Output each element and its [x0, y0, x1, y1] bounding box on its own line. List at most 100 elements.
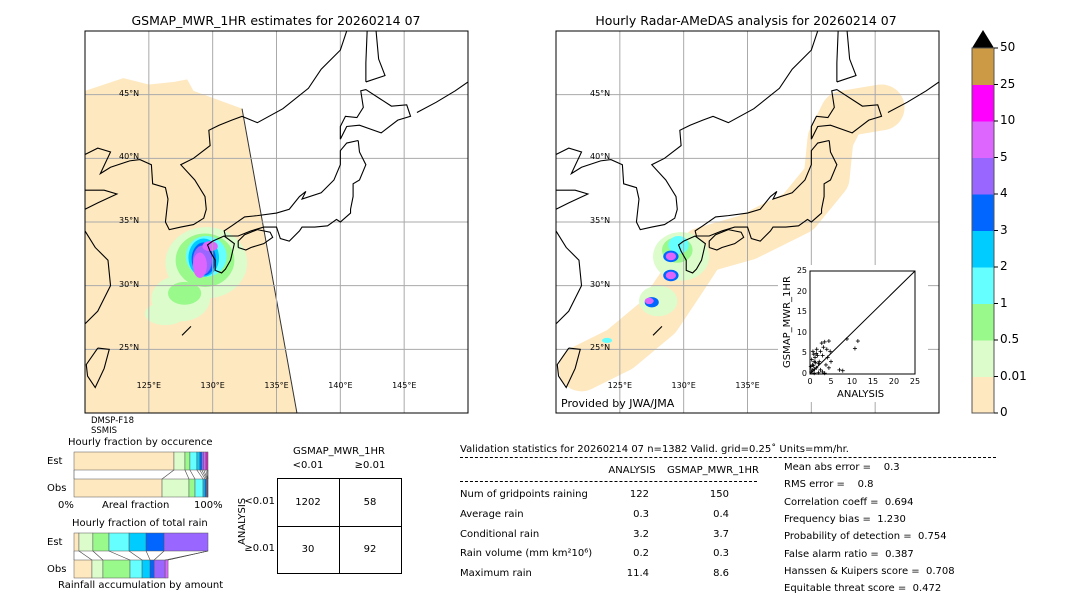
scatter-point: [855, 339, 860, 344]
total-rain-est-segment: [78, 532, 94, 552]
total-rain-est-segment: [73, 532, 80, 552]
scatter-xlabel: ANALYSIS: [837, 389, 885, 400]
occurrence-est-segment: [207, 451, 209, 471]
scatter-point: [816, 361, 821, 366]
score-line: Correlation coeff = 0.694: [784, 496, 914, 508]
stats-row-gsmap: 3.7: [713, 529, 729, 540]
scatter-point: [828, 349, 833, 354]
occurrence-est-segment: [203, 451, 207, 471]
scatter-point: [813, 355, 818, 360]
sensor-label: DMSP-F18 SSMIS: [91, 416, 134, 436]
coastline-ryukyu: [653, 326, 662, 335]
colorbar-label: 5: [1000, 149, 1008, 164]
rain-area: [167, 281, 202, 305]
scatter-point: [812, 367, 817, 372]
coastline-taiwan: [557, 348, 580, 387]
occurrence-title: Hourly fraction by occurence: [68, 437, 213, 448]
coastline-shandong: [85, 190, 117, 209]
coastline-shikoku: [709, 230, 743, 250]
coastline-honshu: [224, 141, 366, 242]
occurrence-est-segment: [189, 451, 198, 471]
scatter-point: [822, 371, 827, 376]
coastline-shandong: [556, 190, 588, 209]
stats-row-label: Rain volume (mm km²10⁶): [460, 548, 593, 559]
scatter-ytick: 10: [796, 327, 807, 337]
stats-col-analysis: ANALYSIS: [608, 465, 656, 476]
scatter-ytick: 5: [801, 348, 807, 358]
occurrence-connector: [199, 469, 206, 480]
occurrence-connector: [196, 469, 204, 480]
occurrence-est-segment: [73, 451, 175, 471]
scatter-point: [809, 357, 814, 362]
total-rain-obs-segment: [164, 559, 169, 579]
total-rain-obs-segment: [73, 559, 93, 579]
stats-divider: [460, 481, 757, 482]
scatter-point: [814, 347, 819, 352]
colorbar-label: 0.01: [1000, 368, 1027, 383]
contingency-row-2: ≥0.01: [244, 543, 275, 554]
occurrence-x-left: 0%: [58, 500, 74, 511]
total-rain-est-segment: [108, 532, 130, 552]
total-rain-connector: [78, 550, 93, 561]
scatter-point: [826, 365, 831, 370]
occurrence-obs-segment: [194, 478, 204, 498]
scatter-point: [811, 352, 816, 357]
lon-label: 135°E: [264, 381, 289, 390]
coastline-sakhalin: [366, 31, 385, 82]
occurrence-est-segment: [196, 451, 201, 471]
lon-label: 130°E: [200, 381, 225, 390]
scatter-point: [811, 363, 816, 368]
scatter-point: [815, 353, 820, 358]
cell-a: 1202: [295, 497, 321, 508]
stats-row-analysis: 122: [629, 489, 649, 500]
cell-b: 58: [363, 497, 377, 508]
cell-c: 30: [301, 544, 315, 555]
stats-row-label: Num of gridpoints raining: [460, 489, 588, 500]
lon-label: 145°E: [392, 381, 417, 390]
total-rain-est-segment: [145, 532, 165, 552]
occurrence-row-obs: Obs: [47, 483, 67, 494]
sensor-line-1: DMSP-F18: [91, 416, 134, 426]
colorbar-label: 50: [1000, 40, 1016, 54]
lon-label: 140°E: [328, 381, 353, 390]
lat-label: 40°N: [119, 152, 140, 162]
scatter-point: [809, 369, 814, 374]
colorbar-label: 4: [1000, 186, 1008, 200]
colorbar-segment: [972, 340, 994, 377]
contingency-col-1: <0.01: [292, 460, 324, 471]
total-rain-connector: [92, 550, 104, 561]
colorbar-extend-triangle: [972, 30, 994, 48]
scatter-point: [837, 367, 842, 372]
colorbar-label: 1: [1000, 295, 1008, 310]
coastline-kurils: [888, 82, 939, 113]
colorbar-segment: [972, 194, 994, 231]
occurrence-obs-segment: [188, 478, 196, 498]
colorbar-label: 2: [1000, 259, 1008, 273]
stats-row-gsmap: 0.4: [713, 509, 729, 520]
total-rain-obs-segment: [91, 559, 104, 579]
occurrence-connector: [189, 469, 196, 480]
total-rain-est-segment: [92, 532, 110, 552]
coastline-mainland: [85, 31, 347, 230]
rain-area: [665, 271, 677, 280]
coastline-kyushu: [679, 236, 706, 273]
lat-label: 45°N: [590, 88, 611, 98]
occurrence-est-segment: [184, 451, 191, 471]
scatter-ytick: 20: [796, 286, 807, 296]
scatter-xtick: 25: [909, 377, 921, 386]
scatter-point: [823, 362, 828, 367]
rain-area: [192, 252, 207, 279]
occurrence-est-segment: [173, 451, 186, 471]
lat-label: 25°N: [590, 343, 611, 353]
scatter-point: [812, 371, 817, 376]
coastline-shikoku: [238, 230, 272, 250]
occurrence-obs-segment: [161, 478, 190, 498]
occurrence-connector: [161, 469, 175, 480]
coastline-honshu: [695, 141, 837, 242]
total-rain-title: Hourly fraction of total rain: [72, 518, 208, 529]
total-rain-obs-segment: [149, 559, 155, 579]
rain-area: [644, 297, 654, 305]
cell-d: 92: [363, 544, 377, 555]
colorbar-label: 0: [1000, 405, 1008, 419]
